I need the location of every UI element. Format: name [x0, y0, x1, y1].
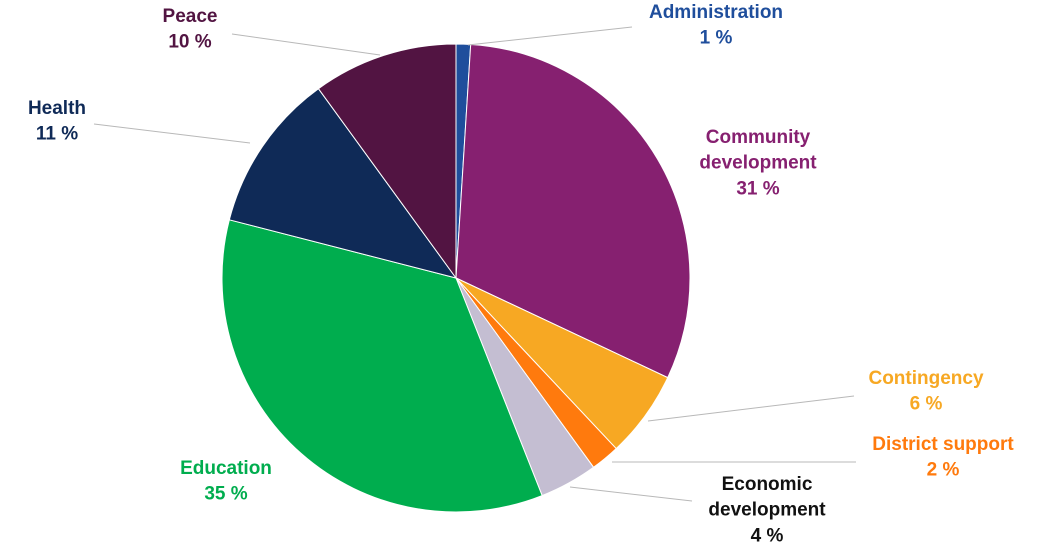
- slice-name-label: Community: [706, 127, 811, 148]
- slice-name-label: District support: [872, 434, 1014, 455]
- slice-label-administration: Administration 1 %: [649, 2, 783, 49]
- slice-value-label: 11 %: [36, 124, 78, 145]
- slice-labels: Administration 1 % Community development 31 …: [28, 2, 1014, 546]
- slice-name-label: Peace: [163, 6, 218, 27]
- slice-value-label: 2 %: [927, 460, 960, 481]
- slice-label-economic-development: Economic development 4 %: [708, 474, 826, 546]
- slice-name-label: Health: [28, 98, 86, 119]
- slice-label-education: Education 35 %: [180, 458, 272, 505]
- pie-slice-community-development: [455, 43, 691, 379]
- slice-name-label: development: [708, 500, 826, 521]
- slice-value-label: 1 %: [700, 28, 733, 49]
- slice-value-label: 31 %: [736, 178, 779, 199]
- slice-name-label: Education: [180, 458, 272, 479]
- slice-label-health: Health 11 %: [28, 98, 86, 145]
- pie-slice-health: [228, 87, 458, 279]
- slice-value-label: 35 %: [204, 484, 247, 505]
- leader-line-health: [93, 123, 251, 144]
- leader-lines: [93, 26, 856, 502]
- slice-name-label: development: [699, 153, 817, 174]
- leader-line-peace: [231, 33, 381, 56]
- slice-label-contingency: Contingency 6 %: [868, 368, 983, 415]
- slice-value-label: 4 %: [751, 525, 784, 546]
- slice-value-label: 6 %: [910, 394, 943, 415]
- slice-label-district-support: District support 2 %: [872, 434, 1014, 481]
- pie-slices: [221, 43, 691, 513]
- slice-label-community-development: Community development 31 %: [699, 127, 817, 199]
- slice-name-label: Economic: [722, 474, 813, 495]
- slice-name-label: Contingency: [868, 368, 983, 389]
- leader-line-administration: [467, 26, 633, 46]
- slice-label-peace: Peace 10 %: [163, 6, 218, 53]
- pie-slice-peace: [317, 43, 457, 280]
- leader-line-economic-development: [569, 486, 693, 502]
- leader-line-contingency: [647, 395, 855, 422]
- slice-value-label: 10 %: [168, 32, 211, 53]
- slice-name-label: Administration: [649, 2, 783, 23]
- pie-slice-education: [221, 219, 543, 513]
